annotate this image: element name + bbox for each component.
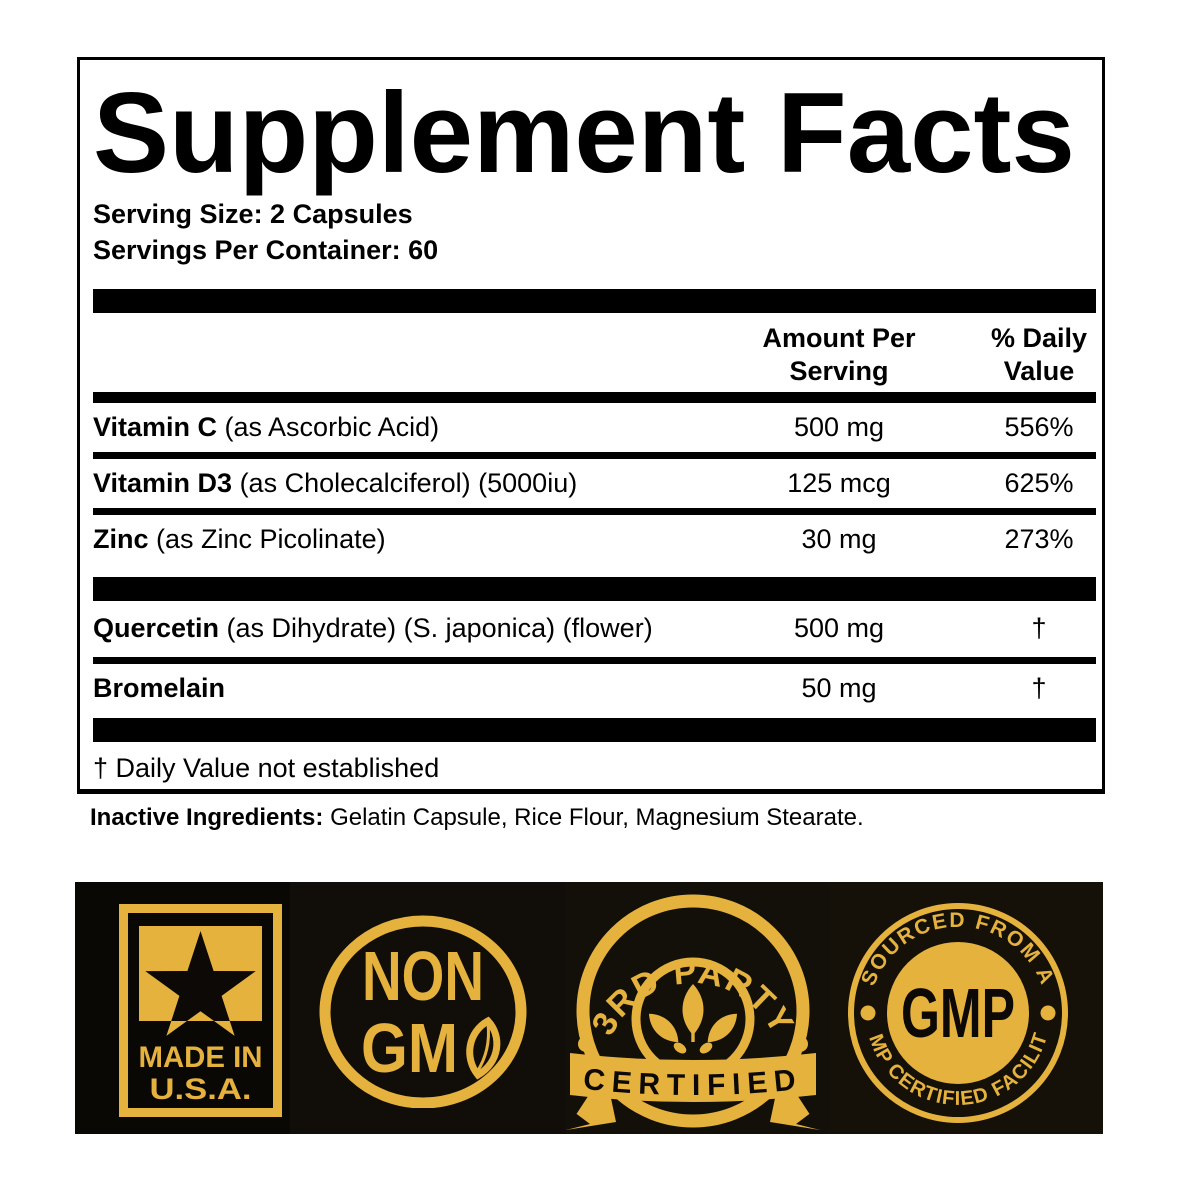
- leaf-vein-icon: [475, 1023, 490, 1073]
- ingredient-name-bold: Quercetin: [93, 613, 220, 644]
- table-row-bromelain: Bromelain 50 mg †: [93, 664, 1096, 713]
- header-amount-line2: Serving: [789, 355, 889, 386]
- ingredient-name-bold: Vitamin C: [93, 411, 218, 442]
- side-dot: [792, 1036, 808, 1052]
- header-dv-line1: % Daily: [990, 322, 1088, 353]
- ingredient-dv-dagger: †: [1031, 672, 1047, 703]
- ingredient-amount: 500 mg: [793, 613, 885, 644]
- panel-title: Supplement Facts: [93, 70, 1075, 197]
- inactive-ingredients: Inactive Ingredients: Gelatin Capsule, R…: [90, 803, 864, 833]
- row-divider: [93, 507, 1096, 515]
- gm-text: GM: [361, 1009, 458, 1087]
- ingredient-name: Bromelain: [93, 673, 744, 704]
- divider-thick-bottom: [93, 717, 1096, 742]
- ingredient-name: Quercetin (as Dihydrate) (S. japonica) (…: [93, 613, 744, 644]
- table-row-zinc: Zinc (as Zinc Picolinate) 30 mg 273%: [93, 515, 1096, 564]
- leaf-o-icon: [466, 1016, 501, 1080]
- ingredient-name: Zinc (as Zinc Picolinate): [93, 524, 744, 555]
- badge-banner: MADE IN U.S.A. NON GM 3RD PARTY: [75, 882, 1103, 1134]
- usa-text: U.S.A.: [150, 1073, 252, 1106]
- non-text: NON: [362, 937, 484, 1015]
- table-row-vitamin-c: Vitamin C (as Ascorbic Acid) 500 mg 556%: [93, 403, 1096, 452]
- ingredient-amount: 50 mg: [801, 672, 877, 703]
- ingredient-detail: (as Zinc Picolinate): [148, 523, 386, 554]
- ingredient-name-bold: Bromelain: [93, 672, 226, 703]
- ingredient-detail: (as Ascorbic Acid): [217, 411, 440, 442]
- side-dot: [860, 1005, 876, 1021]
- table-row-quercetin: Quercetin (as Dihydrate) (S. japonica) (…: [93, 601, 1096, 657]
- table-row-vitamin-d3: Vitamin D3 (as Cholecalciferol) (5000iu)…: [93, 459, 1096, 508]
- side-dot: [578, 1036, 594, 1052]
- usa-frame: [119, 904, 282, 1117]
- ingredient-dv: 273%: [1004, 523, 1074, 554]
- ingredient-amount: 30 mg: [801, 523, 877, 554]
- header-amount-per-serving: Amount Per Serving: [744, 322, 934, 388]
- plant-right-leaf-icon: [701, 1007, 743, 1049]
- divider-medium: [93, 391, 1096, 403]
- made-in-usa-icon: MADE IN U.S.A.: [119, 904, 282, 1117]
- ingredient-name-bold: Zinc: [93, 523, 149, 554]
- third-party-certified-icon: 3RD PARTY CERTIFIED: [566, 894, 820, 1130]
- third-party-certified-badge: 3RD PARTY CERTIFIED: [560, 888, 826, 1134]
- plant-base-tick: [699, 1042, 713, 1054]
- ingredient-detail: (as Dihydrate) (S. japonica) (flower): [219, 613, 653, 644]
- outer-ring: [576, 894, 810, 1128]
- divider-thick-middle: [93, 576, 1096, 601]
- divider-thick-top: [93, 288, 1096, 313]
- row-divider: [93, 451, 1096, 459]
- header-daily-value: % Daily Value: [934, 322, 1096, 388]
- gmp-icon: GMP SOURCED FROM A GMP CERTIFIED FACILIT…: [843, 897, 1068, 1123]
- gmp-inner-disc: [887, 942, 1029, 1084]
- plant-left-leaf-icon: [643, 1007, 685, 1049]
- supplement-facts-panel: Supplement Facts Serving Size: 2 Capsule…: [77, 57, 1105, 794]
- ingredient-amount: 125 mcg: [787, 467, 891, 498]
- usa-star-lower-icon: [166, 1021, 235, 1036]
- ribbon-band: [570, 1053, 816, 1102]
- ribbon-left-notch: [566, 1112, 590, 1130]
- ribbon-right-notch: [796, 1112, 820, 1130]
- header-amount-line1: Amount Per: [762, 322, 916, 353]
- ingredient-name: Vitamin D3 (as Cholecalciferol) (5000iu): [93, 468, 744, 499]
- side-dot: [1040, 1005, 1056, 1021]
- serving-size: Serving Size: 2 Capsules: [93, 198, 413, 229]
- ingredient-dv-dagger: †: [1031, 613, 1047, 644]
- gmp-outer-ring: [848, 903, 1068, 1123]
- ingredient-amount: 500 mg: [793, 411, 885, 442]
- row-divider: [93, 656, 1096, 664]
- ingredient-detail: (as Cholecalciferol) (5000iu): [232, 467, 578, 498]
- plant-base-tick: [673, 1042, 687, 1054]
- made-in-text: MADE IN: [139, 1041, 263, 1074]
- made-in-usa-badge: MADE IN U.S.A.: [118, 903, 283, 1118]
- ingredient-dv: 625%: [1004, 467, 1074, 498]
- ingredient-name-bold: Vitamin D3: [93, 467, 233, 498]
- non-gmo-icon: NON GM: [319, 915, 527, 1108]
- usa-star-icon: [145, 931, 256, 1036]
- table-header: Amount Per Serving % Daily Value: [93, 313, 1096, 392]
- servings-per-container: Servings Per Container: 60: [93, 234, 439, 265]
- daily-value-footnote: † Daily Value not established: [93, 752, 440, 783]
- inactive-ingredients-value: Gelatin Capsule, Rice Flour, Magnesium S…: [330, 804, 864, 831]
- header-dv-line2: Value: [1003, 355, 1075, 386]
- non-gmo-ring: [319, 915, 527, 1108]
- inactive-ingredients-label: Inactive Ingredients:: [90, 804, 324, 831]
- gmp-badge: GMP SOURCED FROM A GMP CERTIFIED FACILIT…: [843, 897, 1073, 1129]
- gmp-center-text: GMP: [901, 974, 1015, 1052]
- ingredient-dv: 556%: [1004, 411, 1074, 442]
- certified-ribbon-text: CERTIFIED: [582, 1063, 804, 1102]
- ingredient-name: Vitamin C (as Ascorbic Acid): [93, 412, 744, 443]
- non-gmo-badge: NON GM: [318, 912, 528, 1108]
